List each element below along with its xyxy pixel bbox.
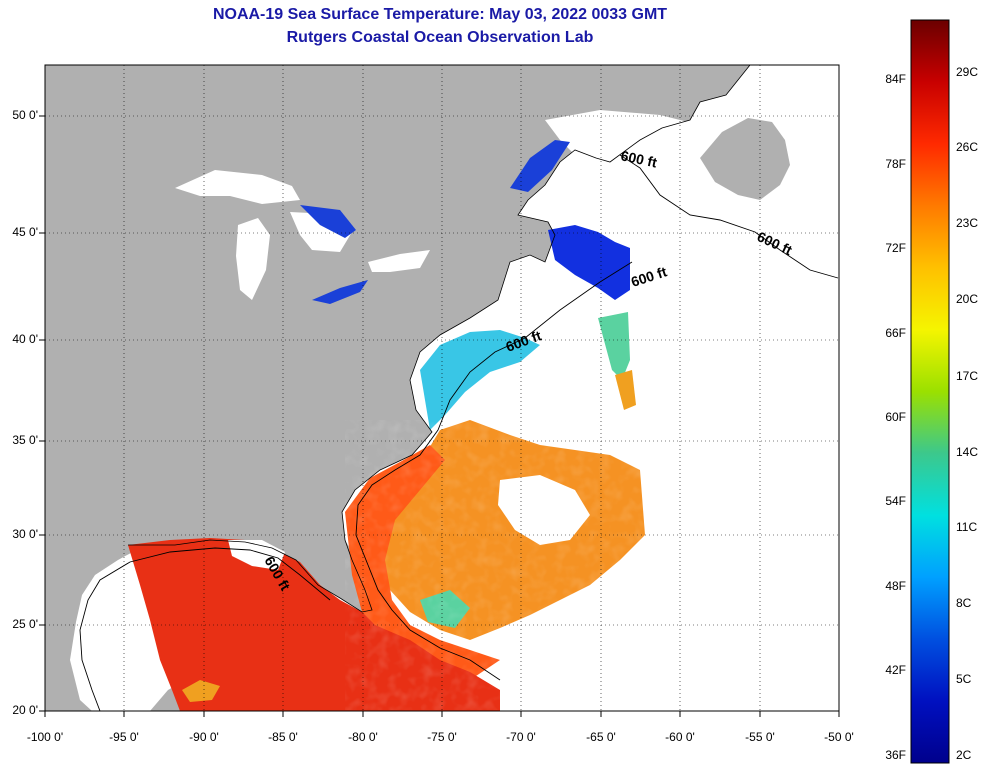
lon-label: -85 0' [268,730,298,744]
lon-label: -75 0' [427,730,457,744]
colorbar-f-label: 78F [885,157,906,171]
colorbar-f-label: 72F [885,241,906,255]
colorbar-c-label: 8C [956,596,972,610]
lon-label: -90 0' [189,730,219,744]
colorbar-f-label: 84F [885,72,906,86]
colorbar-c-label: 5C [956,672,972,686]
colorbar-c-label: 29C [956,65,979,79]
lat-label: 35 0' [12,433,38,447]
land-mass [45,65,750,711]
cold-water-lake-superior-east [300,205,356,238]
colorbar-c-label: 26C [956,140,979,154]
chart-title: NOAA-19 Sea Surface Temperature: May 03,… [212,6,668,23]
colorbar-c-label: 2C [956,748,972,762]
colorbar-f-label: 48F [885,579,906,593]
lon-label: -60 0' [665,730,695,744]
cold-water-gulf-of-maine [548,225,630,300]
lon-label: -80 0' [348,730,378,744]
colorbar-c-label: 14C [956,445,979,459]
lon-label: -100 0' [26,730,64,744]
lon-label: -65 0' [586,730,616,744]
cold-water-st-lawrence [510,140,570,192]
colorbar-f-label: 42F [885,663,906,677]
colorbar-f-label: 36F [885,748,906,762]
lat-label: 40 0' [12,332,38,346]
gulf-cool-edge [182,680,220,702]
lon-label: -95 0' [109,730,139,744]
lon-label: -50 0' [824,730,854,744]
texture-overlay [345,420,645,710]
lat-label: 45 0' [12,225,38,239]
colorbar-f-label: 66F [885,326,906,340]
lat-label: 50 0' [12,108,38,122]
newfoundland [700,118,790,200]
chart-subtitle: Rutgers Coastal Ocean Observation Lab [286,29,594,46]
shelf-water [420,330,540,430]
colorbar-c-label: 17C [956,369,979,383]
colorbar-f-label: 54F [885,494,906,508]
lat-label: 30 0' [12,527,38,541]
warm-patch-north [615,370,636,410]
great-lakes [175,170,430,300]
lon-label: -70 0' [506,730,536,744]
contour-label: 600 ft [619,147,658,170]
lat-label: 20 0' [12,703,38,717]
colorbar [910,19,950,764]
coastline [128,65,751,613]
graticule [45,65,839,711]
isobath-600ft [79,154,839,711]
tick-marks [39,115,840,717]
cold-water-lake-erie [312,280,368,304]
lon-label: -55 0' [745,730,775,744]
colorbar-c-label: 11C [956,520,978,534]
lat-label: 25 0' [12,617,38,631]
colorbar-c-label: 23C [956,216,979,230]
colorbar-f-label: 60F [885,410,906,424]
colorbar-c-label: 20C [956,292,979,306]
slope-water [598,312,630,380]
